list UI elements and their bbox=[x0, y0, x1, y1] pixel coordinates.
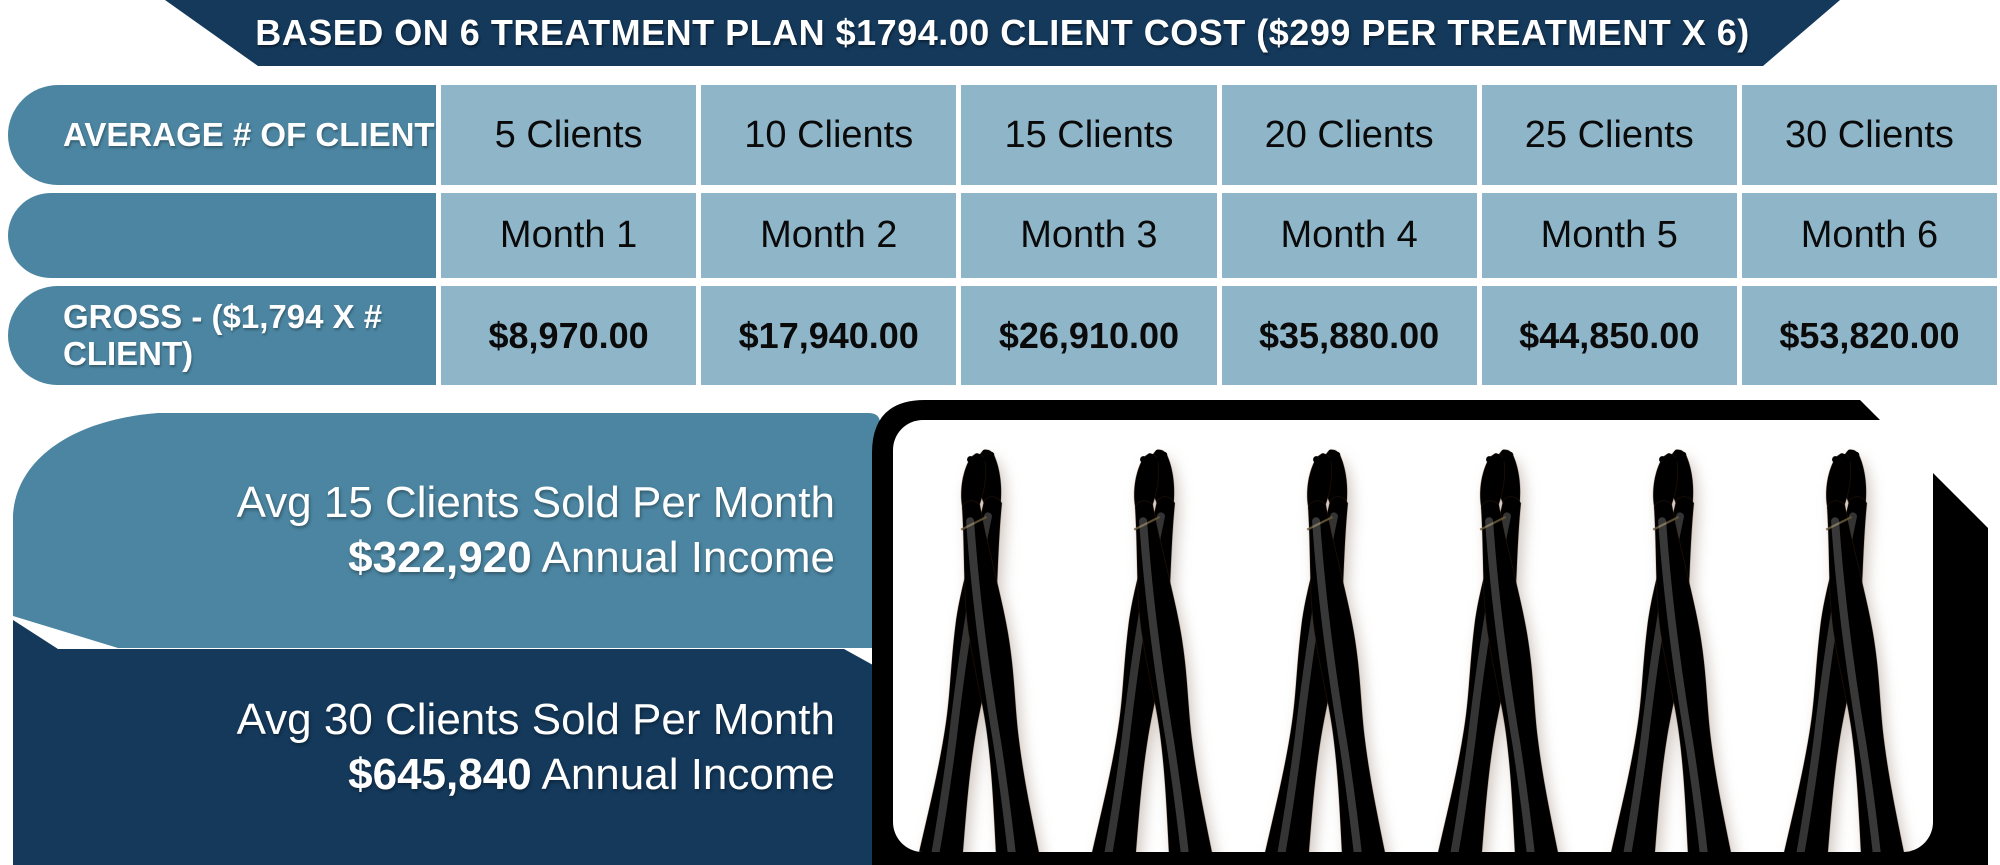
callout-line1: Avg 15 Clients Sold Per Month bbox=[236, 477, 835, 527]
leg-pair-pale bbox=[1595, 445, 1749, 852]
table-cell: Month 5 bbox=[1481, 193, 1737, 278]
table-cell: $26,910.00 bbox=[961, 286, 1217, 385]
row-header-gross: GROSS - ($1,794 X # CLIENT) bbox=[8, 286, 436, 385]
table-cell: $17,940.00 bbox=[701, 286, 957, 385]
table-cell: 25 Clients bbox=[1481, 85, 1737, 185]
legs-illustration bbox=[893, 420, 1933, 852]
table-cell: 10 Clients bbox=[701, 85, 957, 185]
legs-image bbox=[870, 398, 1992, 865]
table-cell: Month 2 bbox=[701, 193, 957, 278]
annual-income-amount: $645,840 bbox=[348, 750, 532, 799]
annual-income-label: Annual Income bbox=[531, 532, 835, 582]
callout-15-clients: Avg 15 Clients Sold Per Month $322,920 A… bbox=[8, 413, 880, 648]
table-cell: 5 Clients bbox=[441, 85, 697, 185]
callout-line2: $322,920 Annual Income bbox=[8, 531, 835, 586]
banner-title: BASED ON 6 TREATMENT PLAN $1794.00 CLIEN… bbox=[255, 12, 1750, 53]
leg-pair-tan bbox=[1422, 445, 1576, 852]
table-cell: Month 4 bbox=[1221, 193, 1477, 278]
table-cell: 30 Clients bbox=[1741, 85, 1998, 185]
row-header-average-clients: AVERAGE # OF CLIENT bbox=[8, 85, 436, 185]
annual-income-label: Annual Income bbox=[531, 750, 835, 799]
table-cell: $53,820.00 bbox=[1741, 286, 1998, 385]
table-cell: Month 3 bbox=[961, 193, 1217, 278]
callout-line2: $645,840 Annual Income bbox=[8, 748, 835, 803]
table-row-gross: GROSS - ($1,794 X # CLIENT) $8,970.00 $1… bbox=[8, 286, 1998, 385]
callout-line1: Avg 30 Clients Sold Per Month bbox=[236, 695, 835, 745]
table-cell: Month 6 bbox=[1741, 193, 1998, 278]
table-cell: $44,850.00 bbox=[1481, 286, 1737, 385]
row-header-empty bbox=[8, 193, 436, 278]
table-row-months: Month 1 Month 2 Month 3 Month 4 Month 5 … bbox=[8, 193, 1998, 278]
leg-pair-pale bbox=[1249, 445, 1403, 852]
leg-pair-pale bbox=[903, 445, 1057, 852]
table-cell: 15 Clients bbox=[961, 85, 1217, 185]
leg-pair-tan bbox=[1076, 445, 1230, 852]
table-cell: $35,880.00 bbox=[1221, 286, 1477, 385]
table-cell: $8,970.00 bbox=[441, 286, 697, 385]
annual-income-amount: $322,920 bbox=[348, 532, 532, 582]
callout-30-clients: Avg 30 Clients Sold Per Month $645,840 A… bbox=[8, 648, 880, 848]
table-cell: 20 Clients bbox=[1221, 85, 1477, 185]
table-row-clients: AVERAGE # OF CLIENT 5 Clients 10 Clients… bbox=[8, 85, 1998, 185]
table-cell: Month 1 bbox=[441, 193, 697, 278]
legs-photo-background bbox=[893, 420, 1933, 852]
leg-pair-tan bbox=[1768, 445, 1922, 852]
treatment-plan-banner: BASED ON 6 TREATMENT PLAN $1794.00 CLIEN… bbox=[165, 0, 1840, 66]
